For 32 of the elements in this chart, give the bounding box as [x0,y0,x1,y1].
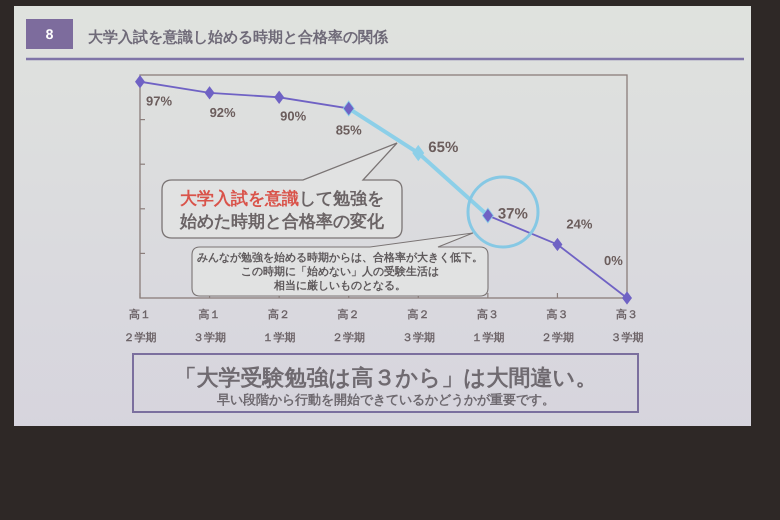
data-label: 65% [428,139,458,156]
data-label: 97% [146,94,172,109]
point [204,86,214,100]
text: 「大学受験勉強は高３から」は大間違い。 [174,365,598,390]
point [622,292,632,304]
x-tick-label: 高２３学期 [402,308,435,344]
data-label: 85% [336,122,362,138]
x-tick-label: 高３３学期 [610,308,644,344]
x-tick-label: 高２２学期 [332,308,366,344]
x-tick-label: 高３２学期 [540,308,574,344]
annotation: 相当に厳しいものとなる。 [273,279,406,292]
point [552,238,562,251]
x-tick-label: 高３１学期 [471,308,504,344]
annotation: この時期に「始めない」人の受験生活は [241,265,439,278]
annotation: 大学入試を意識 [180,189,299,208]
point [412,145,424,161]
point [135,75,145,88]
data-label: 37% [498,205,528,222]
annotation: して勉強を [299,189,384,208]
text: 8 [46,26,54,42]
data-label: 24% [566,216,593,232]
data-label: 90% [280,108,307,124]
x-tick-label: 高１２学期 [124,308,156,344]
chart-title: 大学入試を意識し始める時期と合格率の関係 [88,28,389,46]
x-tick-label: 高１３学期 [193,308,226,344]
data-label: 92% [210,104,236,120]
annotation: みんなが勉強を始める時期からは、合格率が大きく低下。 [197,251,483,264]
x-tick-label: 高２１学期 [262,308,296,344]
text: 早い段階から行動を開始できているかどうかが重要です。 [216,392,555,407]
point [274,90,284,104]
annotation: 始めた時期と合格率の変化 [179,212,385,231]
data-label: 0% [604,253,624,268]
